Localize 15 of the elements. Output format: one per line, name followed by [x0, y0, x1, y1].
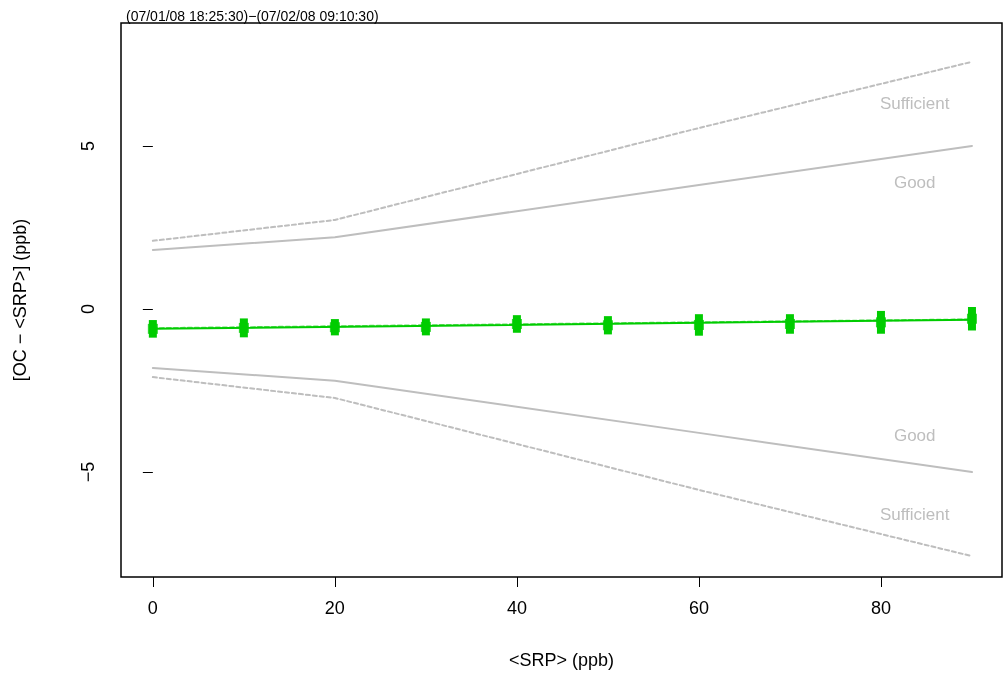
x-tick-label: 60 [688, 598, 709, 618]
y-tick-label: 5 [78, 140, 98, 151]
y-axis-title: [OC − <SRP>] (ppb) [10, 218, 30, 382]
x-axis-title: <SRP> (ppb) [508, 650, 615, 670]
chart-title: (07/01/08 18:25:30)−(07/02/08 09:10:30) [126, 8, 379, 24]
annotation: Good [893, 172, 936, 192]
y-tick-label: 0 [78, 303, 98, 314]
x-tick-label: 0 [147, 598, 158, 618]
x-tick-label: 40 [506, 598, 527, 618]
annotation: Good [893, 426, 936, 446]
x-tick-label: 20 [324, 598, 345, 618]
x-tick-label: 80 [870, 598, 891, 618]
annotation: Sufficient [879, 94, 950, 114]
annotation: Sufficient [879, 504, 950, 524]
y-tick-label: −5 [78, 461, 98, 483]
